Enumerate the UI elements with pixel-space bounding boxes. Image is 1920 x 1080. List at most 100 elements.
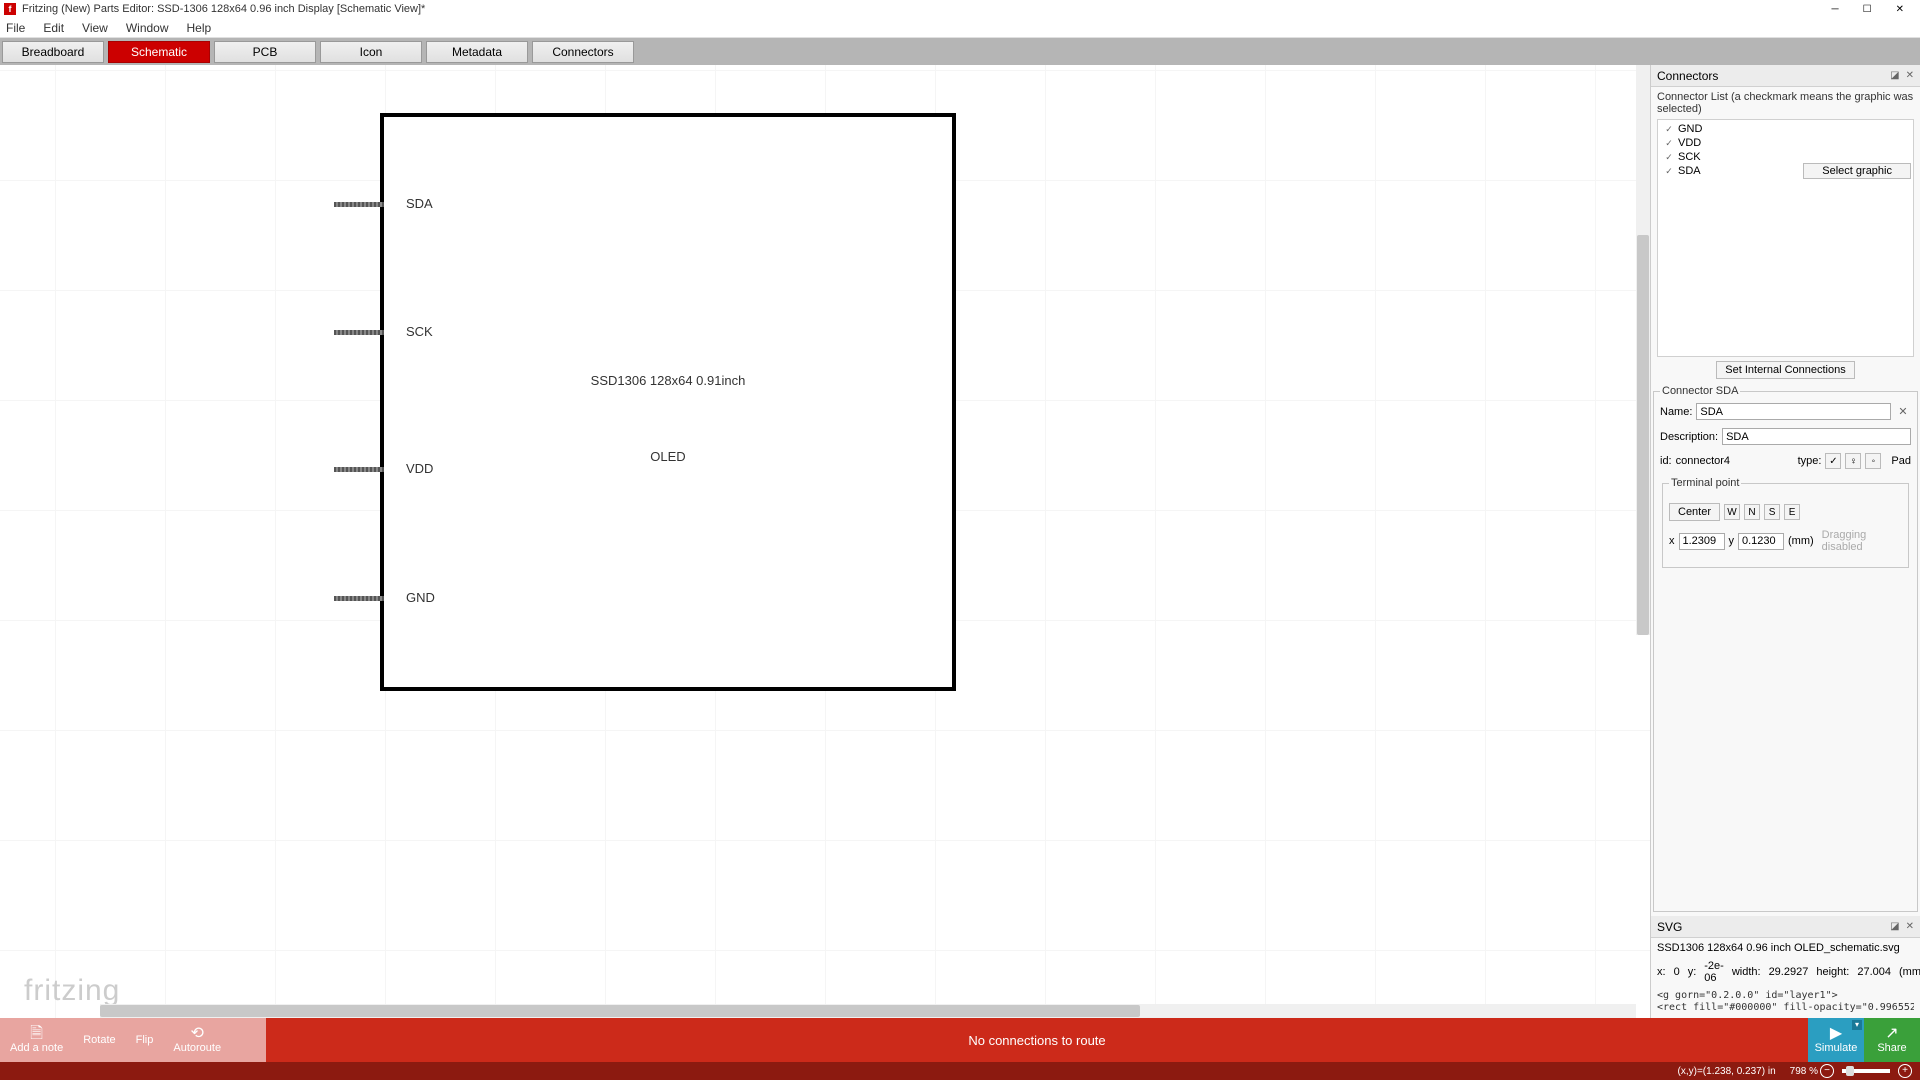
clear-name-icon[interactable]: ✕ [1895,405,1911,418]
check-icon: ✓ [1660,138,1678,149]
schematic-symbol[interactable]: SSD1306 128x64 0.91inch OLED SDA SCK VDD… [380,113,956,691]
type-female-icon[interactable]: ♀ [1845,453,1861,469]
cursor-coords: (x,y)=(1.238, 0.237) in [1678,1066,1776,1077]
menu-window[interactable]: Window [126,21,169,35]
symbol-title: SSD1306 128x64 0.91inch [591,373,746,388]
pin-lead-gnd[interactable] [334,596,384,601]
menu-edit[interactable]: Edit [43,21,64,35]
center-button[interactable]: Center [1669,503,1720,521]
connectors-panel-title: Connectors [1657,69,1718,83]
rotate-button[interactable]: Rotate [73,1018,125,1062]
terminal-y-label: y [1729,535,1735,547]
minimize-button[interactable]: ─ [1832,4,1839,15]
pin-lead-sck[interactable] [334,330,384,335]
connector-list[interactable]: ✓GND ✓VDD ✓SCK ✓SDASelect graphic [1657,119,1914,357]
type-pad-icon[interactable]: ◦ [1865,453,1881,469]
note-icon: 🗎 [30,1026,43,1042]
menu-view[interactable]: View [82,21,108,35]
check-icon: ✓ [1660,124,1678,135]
connector-row-sda[interactable]: ✓SDASelect graphic [1660,164,1911,178]
connector-row-vdd[interactable]: ✓VDD [1660,136,1911,150]
horizontal-scrollbar[interactable] [100,1004,1636,1018]
panel-undock-icon[interactable]: ◪ [1890,70,1899,81]
status-bar: (x,y)=(1.238, 0.237) in 798 % − + [0,1062,1920,1080]
tab-icon[interactable]: Icon [320,41,422,63]
svg-panel-header: SVG ◪ ✕ [1651,916,1920,938]
id-label: id: [1660,455,1672,467]
bottom-toolbar: 🗎Add a note Rotate Flip ⟲Autoroute No co… [0,1018,1920,1062]
svg-y-value: -2e-06 [1704,960,1724,984]
symbol-subtitle: OLED [650,449,685,464]
terminal-x-field[interactable] [1679,533,1725,550]
watermark: fritzing [24,974,120,1008]
maximize-button[interactable]: ☐ [1863,4,1872,15]
dir-e-button[interactable]: E [1784,504,1800,520]
autoroute-button[interactable]: ⟲Autoroute [163,1018,231,1062]
panel-close-icon[interactable]: ✕ [1906,70,1914,81]
svg-h-label: height: [1816,966,1849,978]
svg-panel-title: SVG [1657,920,1682,934]
connector-editor-legend: Connector SDA [1660,385,1740,397]
check-icon: ✓ [1660,166,1678,177]
zoom-slider[interactable] [1842,1069,1890,1073]
svg-w-label: width: [1732,966,1761,978]
vertical-scrollbar[interactable] [1636,65,1650,635]
svg-w-value: 29.2927 [1769,966,1809,978]
play-icon: ▶ [1830,1026,1842,1042]
panel-undock-icon[interactable]: ◪ [1890,921,1899,932]
pad-label: Pad [1891,455,1911,467]
dir-s-button[interactable]: S [1764,504,1780,520]
tab-connectors[interactable]: Connectors [532,41,634,63]
pin-lead-vdd[interactable] [334,467,384,472]
svg-filename: SSD1306 128x64 0.96 inch OLED_schematic.… [1657,942,1914,954]
dragging-note: Dragging disabled [1822,529,1902,553]
simulate-button[interactable]: ▾ ▶ Simulate [1808,1018,1864,1062]
check-icon: ✓ [1660,152,1678,163]
terminal-point-group: Terminal point Center W N S E x y (mm) D… [1662,477,1909,568]
tab-pcb[interactable]: PCB [214,41,316,63]
tab-metadata[interactable]: Metadata [426,41,528,63]
svg-h-value: 27.004 [1857,966,1891,978]
flip-button[interactable]: Flip [126,1018,164,1062]
title-bar: f Fritzing (New) Parts Editor: SSD-1306 … [0,0,1920,18]
connector-list-note: Connector List (a checkmark means the gr… [1657,91,1914,115]
select-graphic-button[interactable]: Select graphic [1803,163,1911,179]
view-tabs: Breadboard Schematic PCB Icon Metadata C… [0,38,1920,65]
dir-n-button[interactable]: N [1744,504,1760,520]
connector-editor: Connector SDA Name: ✕ Description: id: c… [1653,385,1918,912]
name-field[interactable] [1696,403,1891,420]
svg-code-line: <rect fill="#000000" fill-opacity="0.996… [1657,1002,1914,1014]
menu-file[interactable]: File [6,21,25,35]
panel-close-icon[interactable]: ✕ [1906,921,1914,932]
svg-x-value: 0 [1674,966,1680,978]
type-label: type: [1798,455,1822,467]
type-male-icon[interactable]: ✓ [1825,453,1841,469]
description-field[interactable] [1722,428,1911,445]
zoom-value: 798 % [1790,1066,1818,1077]
add-note-button[interactable]: 🗎Add a note [0,1018,73,1062]
id-value: connector4 [1676,455,1794,467]
connector-row-gnd[interactable]: ✓GND [1660,122,1911,136]
zoom-in-button[interactable]: + [1898,1064,1912,1078]
pin-lead-sda[interactable] [334,202,384,207]
close-button[interactable]: ✕ [1896,4,1904,15]
terminal-point-legend: Terminal point [1669,477,1741,489]
simulate-dropdown-icon[interactable]: ▾ [1852,1020,1862,1030]
name-label: Name: [1660,406,1692,418]
terminal-y-field[interactable] [1738,533,1784,550]
share-icon: ↗ [1885,1026,1898,1042]
svg-code-line: <g gorn="0.2.0.0" id="layer1"> [1657,990,1914,1002]
connector-row-sck[interactable]: ✓SCK [1660,150,1911,164]
share-button[interactable]: ↗ Share [1864,1018,1920,1062]
menu-help[interactable]: Help [187,21,212,35]
set-internal-connections-button[interactable]: Set Internal Connections [1716,361,1854,379]
status-message: No connections to route [266,1018,1808,1062]
schematic-canvas[interactable]: SSD1306 128x64 0.91inch OLED SDA SCK VDD… [0,65,1650,1018]
pin-label-sck: SCK [406,324,433,339]
pin-label-gnd: GND [406,590,435,605]
menu-bar: File Edit View Window Help [0,18,1920,38]
tab-schematic[interactable]: Schematic [108,41,210,63]
tab-breadboard[interactable]: Breadboard [2,41,104,63]
zoom-out-button[interactable]: − [1820,1064,1834,1078]
dir-w-button[interactable]: W [1724,504,1740,520]
